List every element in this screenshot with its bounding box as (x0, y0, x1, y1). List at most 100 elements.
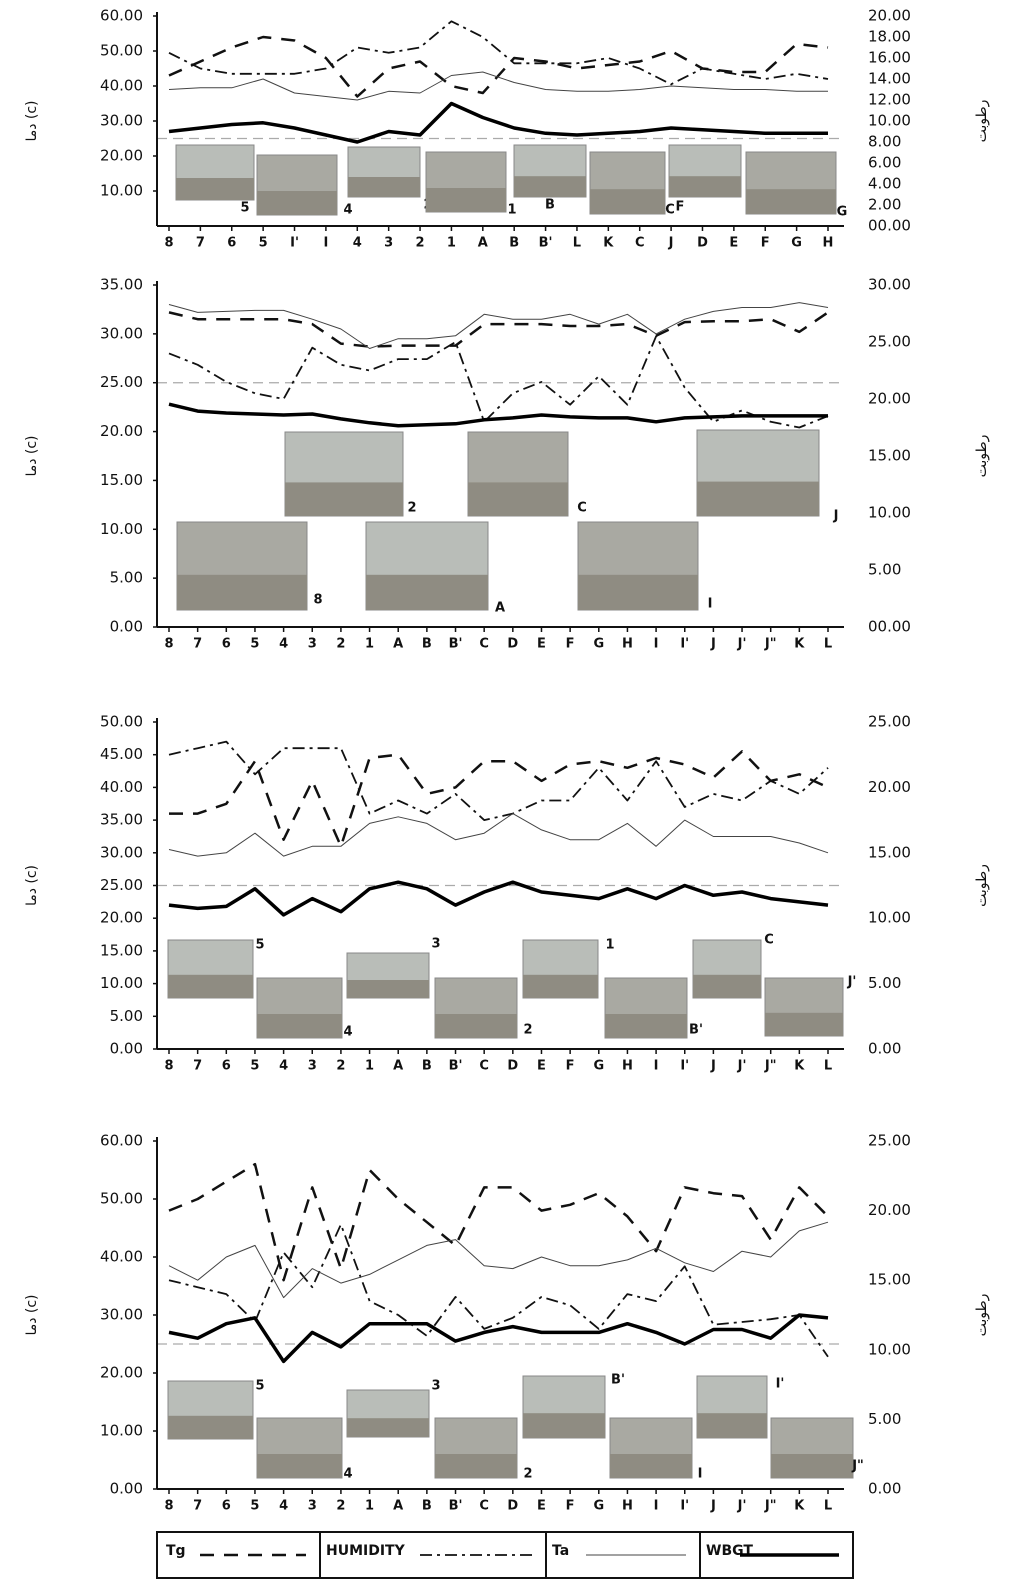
y-tick-label: 20.00 (100, 909, 143, 927)
y-tick-label: 35.00 (100, 276, 143, 294)
y2-tick-label: 15.00 (868, 1271, 911, 1289)
x-tick-label: J (710, 1499, 716, 1514)
y-tick-label: 25.00 (100, 876, 143, 894)
x-tick-label: 6 (227, 236, 236, 251)
photo-ground (257, 1014, 342, 1038)
photo-ground (578, 574, 698, 610)
x-tick-label: 5 (250, 1499, 259, 1514)
y2-tick-label: 5.00 (868, 561, 901, 579)
y-tick-label: 30.00 (100, 112, 143, 130)
series-line (168, 311, 829, 348)
y-axis-label: دما (c) (24, 1294, 40, 1335)
y2-axis-label: رطوبت (974, 864, 990, 907)
y-tick-label: 50.00 (100, 713, 143, 731)
x-tick-label: I (654, 1499, 659, 1514)
photo-ground (523, 1413, 605, 1438)
photo-ground (669, 176, 741, 197)
x-tick-label: G (593, 637, 604, 652)
photo-ground (176, 178, 254, 200)
x-tick-label: C (479, 1059, 489, 1074)
y-tick-label: 35.00 (100, 811, 143, 829)
photo-label: I' (776, 1377, 785, 1392)
x-tick-label: D (507, 1499, 518, 1514)
photo-ground (746, 189, 836, 214)
series-line (168, 740, 829, 821)
photo-ground (257, 1454, 342, 1478)
photo-label: B (545, 198, 555, 213)
x-tick-label: 5 (259, 236, 268, 251)
x-tick-label: 3 (384, 236, 393, 251)
y-tick-label: 0.00 (110, 1040, 143, 1058)
y-tick-label: 10.00 (100, 974, 143, 992)
photo-label: 4 (343, 203, 352, 218)
y-tick-label: 20.00 (100, 1364, 143, 1382)
x-tick-label: I' (680, 1059, 689, 1074)
y-tick-label: 50.00 (100, 42, 143, 60)
y-tick-label: 50.00 (100, 1190, 143, 1208)
series-line (168, 880, 829, 917)
x-tick-label: I (654, 1059, 659, 1074)
photo-ground (693, 974, 761, 998)
x-tick-label: G (593, 1499, 604, 1514)
x-tick-label: A (393, 637, 403, 652)
y2-tick-label: 10.00 (868, 909, 911, 927)
photo-ground (347, 1418, 429, 1437)
photo-label: I (708, 597, 713, 612)
x-tick-label: 4 (279, 1499, 288, 1514)
y2-tick-label: 15.00 (868, 843, 911, 861)
x-tick-label: B (509, 236, 519, 251)
photo-ground (765, 1012, 843, 1036)
x-tick-label: L (573, 236, 581, 251)
y-tick-label: 30.00 (100, 843, 143, 861)
y2-tick-label: 25.00 (868, 333, 911, 351)
photo-ground (610, 1454, 692, 1478)
x-tick-label: E (729, 236, 738, 251)
x-tick-label: 7 (193, 1499, 202, 1514)
x-tick-label: G (593, 1059, 604, 1074)
y-tick-label: 10.00 (100, 182, 143, 200)
x-tick-label: A (393, 1059, 403, 1074)
x-tick-label: K (603, 236, 614, 251)
x-tick-label: C (635, 236, 645, 251)
y-tick-label: 40.00 (100, 77, 143, 95)
y2-tick-label: 20.00 (868, 390, 911, 408)
x-tick-label: J' (737, 637, 747, 652)
legend-label: Ta (552, 1543, 569, 1559)
photo-label: 2 (407, 501, 416, 516)
x-tick-label: I' (680, 1499, 689, 1514)
x-tick-label: B (422, 637, 432, 652)
y-tick-label: 45.00 (100, 745, 143, 763)
x-tick-label: B' (539, 236, 553, 251)
photo-label: 4 (343, 1467, 352, 1482)
y-axis-label: دما (c) (24, 865, 40, 906)
photo-ground (435, 1454, 517, 1478)
y2-tick-label: 25.00 (868, 1132, 911, 1150)
photo-label: A (495, 601, 505, 616)
x-tick-label: C (479, 1499, 489, 1514)
x-tick-label: B' (449, 637, 463, 652)
y-tick-label: 0.00 (110, 1480, 143, 1498)
x-tick-label: H (622, 1059, 633, 1074)
y2-tick-label: 14.00 (868, 70, 911, 88)
photo-ground (468, 482, 568, 516)
legend-label: HUMIDITY (326, 1543, 406, 1559)
y2-tick-label: 4.00 (868, 175, 901, 193)
y-tick-label: 20.00 (100, 422, 143, 440)
photo-label: 5 (255, 1379, 264, 1394)
y2-tick-label: 20.00 (868, 7, 911, 25)
x-tick-label: 1 (365, 1499, 374, 1514)
series-line (168, 302, 829, 349)
x-tick-label: L (824, 1499, 832, 1514)
photo-label: 5 (255, 938, 264, 953)
y2-tick-label: 0.00 (868, 1040, 901, 1058)
x-tick-label: 7 (193, 1059, 202, 1074)
photo-ground (523, 974, 598, 998)
x-tick-label: J (710, 1059, 716, 1074)
photo-ground (257, 191, 337, 215)
series-line (168, 1221, 829, 1299)
x-tick-label: J' (737, 1499, 747, 1514)
x-tick-label: 1 (365, 637, 374, 652)
y2-axis-label: رطوبت (974, 435, 990, 478)
x-tick-label: H (622, 1499, 633, 1514)
y2-tick-label: 10.00 (868, 504, 911, 522)
